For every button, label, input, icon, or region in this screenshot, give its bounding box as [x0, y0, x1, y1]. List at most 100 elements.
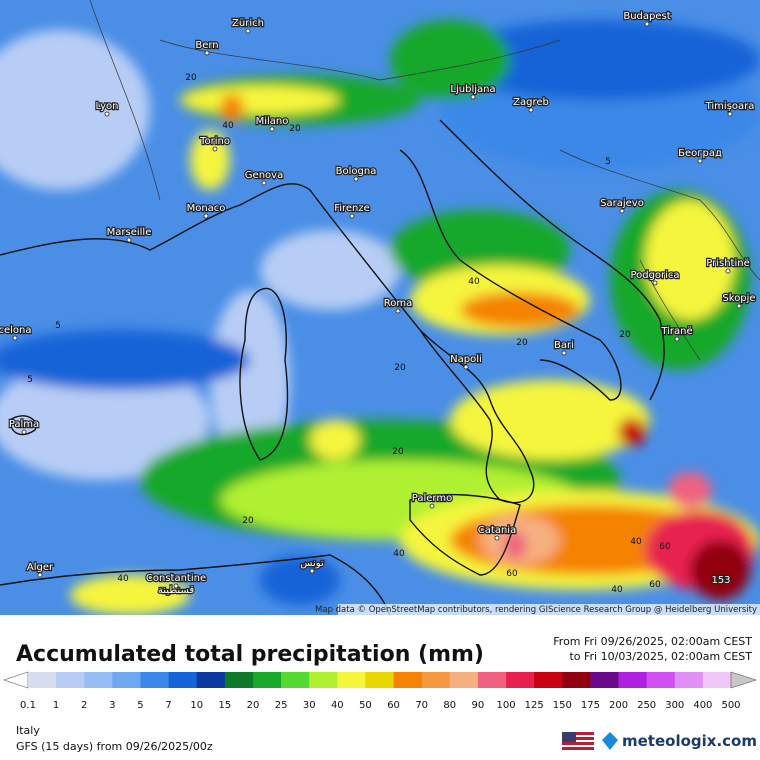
- legend-label: 400: [693, 700, 712, 711]
- city-dot: [395, 308, 401, 314]
- legend-arrow-low: [3, 671, 29, 689]
- legend-label: 15: [218, 700, 231, 711]
- legend-swatch: [281, 672, 310, 688]
- city-label: Ljubljana: [450, 84, 495, 95]
- period-to: to Fri 10/03/2025, 02:00am CEST: [569, 650, 752, 663]
- legend-swatch: [702, 672, 732, 688]
- city-labels: Zürich Bern Budapest Lyon Ljubljana Zagreb Tim…: [0, 10, 757, 597]
- city-label: Alger: [27, 562, 54, 573]
- legend-swatch: [562, 672, 591, 688]
- legend-label: 150: [553, 700, 572, 711]
- city-dot: [561, 350, 567, 356]
- legend-label: 10: [190, 700, 203, 711]
- contour-label: 20: [394, 363, 406, 373]
- contour-label: 60: [649, 580, 661, 590]
- contour-label: 60: [506, 569, 518, 579]
- legend-swatch: [618, 672, 648, 688]
- city-dot: [37, 572, 43, 578]
- legend-label: 30: [303, 700, 316, 711]
- city-dot: [12, 335, 18, 341]
- city-label: Београд: [678, 148, 722, 159]
- legend-swatch: [112, 672, 141, 688]
- city-label: Budapest: [623, 11, 670, 22]
- legend-swatch: [449, 672, 479, 688]
- city-label: قسنطينة: [158, 585, 195, 596]
- contour-label: 5: [55, 321, 61, 331]
- contour-label: 5: [27, 375, 33, 385]
- attribution-bg: [338, 604, 760, 615]
- legend-label: 300: [665, 700, 684, 711]
- city-label: Lyon: [95, 101, 118, 112]
- city-label: Bern: [195, 40, 218, 51]
- legend-label: 7: [165, 700, 171, 711]
- city-label: Milano: [256, 116, 289, 127]
- city-dot: [736, 303, 742, 309]
- city-label: Bari: [554, 340, 574, 351]
- legend-label: 500: [721, 700, 740, 711]
- city-dot: [463, 364, 469, 370]
- city-dot: [697, 158, 703, 164]
- city-dot: [309, 568, 315, 574]
- contour-label: 40: [468, 277, 480, 287]
- contour-label: 20: [289, 124, 301, 134]
- city-label: Podgorica: [630, 270, 679, 281]
- contour-label: 153: [711, 575, 730, 586]
- legend-swatch: [393, 672, 423, 688]
- legend-label: 50: [359, 700, 372, 711]
- city-dot: [494, 535, 500, 541]
- legend-swatch: [534, 672, 563, 688]
- legend-swatch: [224, 672, 254, 688]
- legend-swatch: [56, 672, 85, 688]
- city-dot: [173, 583, 179, 589]
- legend-swatch: [590, 672, 620, 688]
- contour-label: 40: [611, 585, 623, 595]
- city-label: Torino: [199, 136, 230, 147]
- legend-swatch: [506, 672, 535, 688]
- city-dot: [261, 180, 267, 186]
- contour-label: 20: [185, 73, 197, 83]
- region: Italy: [16, 724, 40, 737]
- city-label: Prishtinë: [706, 258, 749, 269]
- city-dot: [725, 268, 731, 274]
- city-dot: [126, 237, 132, 243]
- brand-logo: [602, 732, 618, 750]
- contour-label: 20: [619, 330, 631, 340]
- city-dot: [349, 213, 355, 219]
- city-label: celona: [0, 325, 32, 336]
- city-dot: [619, 208, 625, 214]
- contour-labels: 20 40 20 5 40 20 20 5 5 20 20 20 40 60 40 60 40 60 40 153: [27, 73, 732, 595]
- city-dot: [644, 21, 650, 27]
- city-dot: [429, 503, 435, 509]
- legend-swatch: [309, 672, 338, 688]
- legend-label: 200: [609, 700, 628, 711]
- city-dot: [353, 176, 359, 182]
- city-label: Zagreb: [513, 97, 549, 108]
- legend-swatch: [84, 672, 113, 688]
- legend-label: 5: [137, 700, 143, 711]
- city-dot: [21, 429, 27, 435]
- legend-label: 1: [53, 700, 59, 711]
- city-label: تونس: [300, 558, 324, 569]
- legend-label: 90: [472, 700, 485, 711]
- brand[interactable]: meteologix.com: [622, 732, 757, 750]
- legend-swatch: [28, 672, 57, 688]
- contour-label: 40: [393, 549, 405, 559]
- legend-label: 250: [637, 700, 656, 711]
- city-dot: [104, 111, 110, 117]
- city-label: Napoli: [450, 354, 482, 365]
- legend-swatch: [337, 672, 366, 688]
- legend-label: 80: [443, 700, 456, 711]
- legend-swatch: [646, 672, 676, 688]
- legend-swatch: [421, 672, 451, 688]
- city-label: Bologna: [336, 166, 377, 177]
- legend-swatch: [365, 672, 395, 688]
- city-label: Timișoara: [705, 101, 755, 112]
- legend-swatch: [252, 672, 282, 688]
- contour-label: 20: [516, 338, 528, 348]
- legend-label: 20: [247, 700, 260, 711]
- city-label: Catania: [478, 525, 516, 536]
- city-dot: [212, 146, 218, 152]
- city-label: Genova: [245, 170, 283, 181]
- us-flag: [562, 732, 594, 750]
- legend-swatch: [140, 672, 170, 688]
